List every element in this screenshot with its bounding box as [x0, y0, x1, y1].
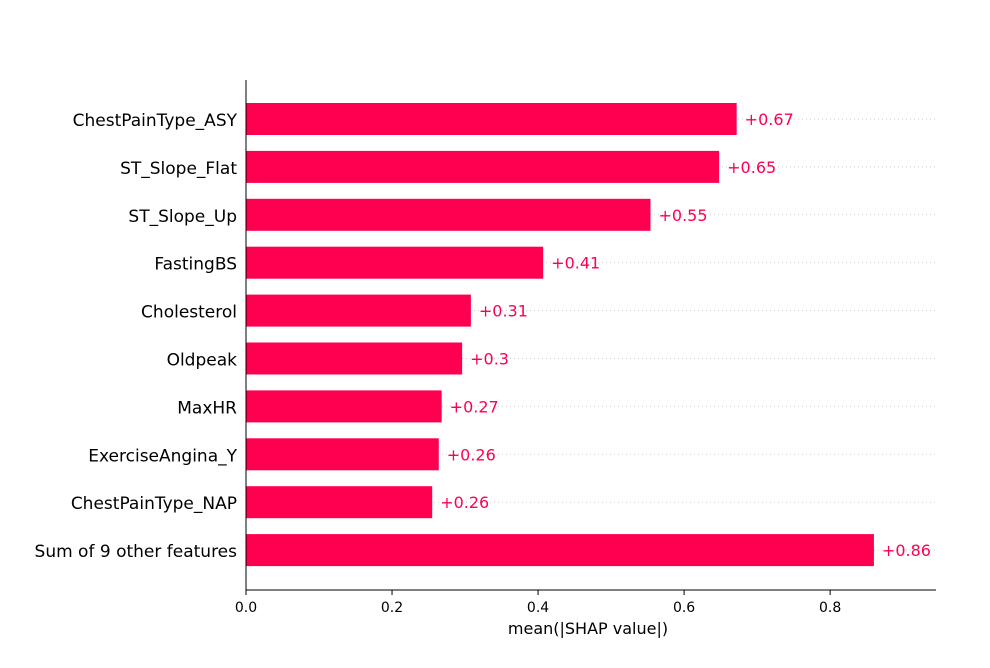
value-label: +0.31 [479, 302, 528, 321]
x-tick-label: 0.8 [819, 600, 841, 616]
bar [246, 150, 720, 183]
bar [246, 294, 471, 327]
x-tick-label: 0.0 [235, 600, 257, 616]
bar [246, 198, 651, 231]
bar [246, 390, 442, 423]
feature-label: ExerciseAngina_Y [88, 446, 237, 466]
feature-label: Oldpeak [167, 351, 238, 371]
x-ticks-group: 0.0 0.2 0.4 0.6 0.8 [235, 590, 841, 616]
value-label: +0.55 [659, 206, 708, 225]
x-tick-label: 0.4 [527, 600, 549, 616]
feature-label: Sum of 9 other features [35, 542, 238, 562]
bar [246, 486, 433, 519]
x-tick-label: 0.6 [673, 600, 695, 616]
bar [246, 103, 737, 135]
bar [246, 342, 463, 375]
value-label: +0.3 [470, 350, 509, 369]
feature-label: Cholesterol [141, 303, 237, 323]
x-axis-title: mean(|SHAP value|) [508, 619, 668, 638]
bar [246, 438, 439, 471]
x-tick-label: 0.2 [381, 600, 403, 616]
feature-label: ST_Slope_Up [128, 207, 237, 227]
value-label: +0.86 [882, 541, 931, 560]
guide-lines [246, 118, 936, 551]
value-label: +0.27 [450, 397, 499, 416]
value-label: +0.41 [551, 254, 600, 273]
bars-group [246, 103, 874, 567]
value-label: +0.26 [447, 445, 496, 464]
feature-labels-group: ChestPainType_ASY ST_Slope_Flat ST_Slope_U… [35, 111, 238, 562]
feature-label: ST_Slope_Flat [120, 159, 237, 179]
value-label: +0.67 [745, 110, 794, 129]
feature-label: ChestPainType_ASY [73, 111, 238, 131]
feature-label: ChestPainType_NAP [71, 494, 237, 514]
value-labels-group: +0.67 +0.65 +0.55 +0.41 +0.31 +0.3 +0.27 +0.26 +… [440, 110, 931, 560]
value-label: +0.65 [727, 158, 776, 177]
feature-label: FastingBS [154, 255, 237, 275]
feature-label: MaxHR [177, 398, 237, 418]
bar [246, 246, 544, 279]
bar [246, 534, 874, 567]
value-label: +0.26 [440, 493, 489, 512]
